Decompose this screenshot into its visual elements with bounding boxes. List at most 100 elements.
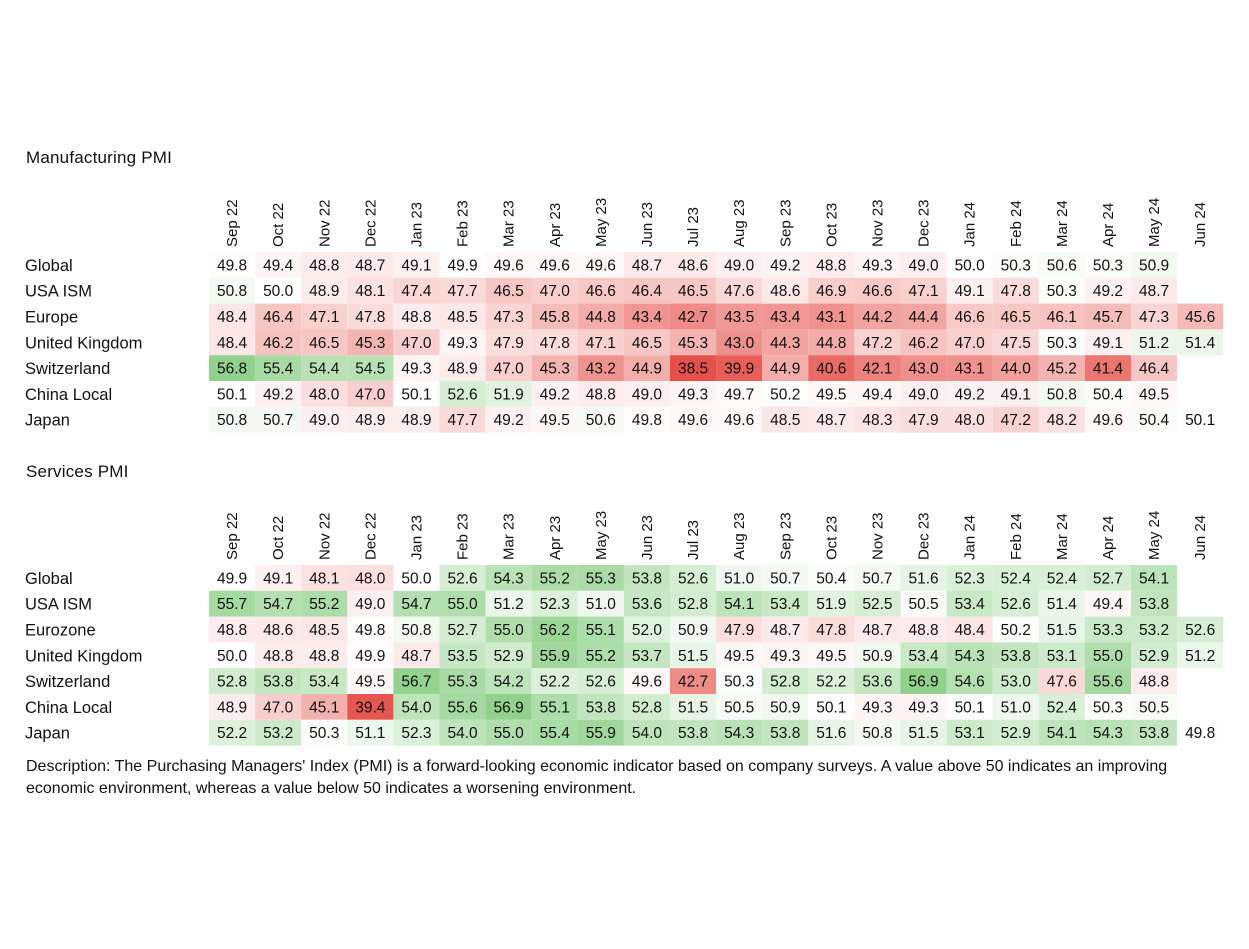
heatmap-cell <box>301 252 348 278</box>
column-label: Jan 23 <box>408 202 425 247</box>
heatmap-cell <box>209 590 256 617</box>
cell-value: 49.5 <box>355 674 385 691</box>
cell-value: 53.4 <box>770 596 801 613</box>
heatmap-cell <box>531 565 578 591</box>
cell-value: 54.3 <box>494 570 524 587</box>
cell-value: 52.9 <box>494 648 524 665</box>
heatmap-cell <box>209 719 256 746</box>
cell-value: 48.7 <box>632 257 662 274</box>
heatmap-cell <box>808 590 855 617</box>
heatmap-cell <box>900 406 947 433</box>
column-label: Apr 23 <box>547 516 564 560</box>
cell-value: 45.6 <box>1185 309 1215 326</box>
cell-value: 47.1 <box>908 283 938 300</box>
heatmap-cell <box>439 381 486 407</box>
cell-value: 51.5 <box>678 648 708 665</box>
cell-value: 48.8 <box>586 386 616 403</box>
cell-value: 55.6 <box>447 699 477 716</box>
heatmap-cell <box>531 668 578 694</box>
heatmap-cell <box>301 277 348 304</box>
cell-value: 44.4 <box>908 309 939 326</box>
cell-value: 54.5 <box>355 361 385 378</box>
column-label: Jul 23 <box>685 207 702 247</box>
heatmap-cell <box>301 406 348 433</box>
cell-value: 48.7 <box>770 622 800 639</box>
cell-value: 53.4 <box>309 674 340 691</box>
heatmap-cell <box>623 565 670 591</box>
heatmap-cell <box>900 381 947 407</box>
row-label: Switzerland <box>25 360 110 378</box>
heatmap-cell <box>1177 406 1224 433</box>
heatmap-cell <box>854 329 901 356</box>
heatmap-cell <box>946 329 993 356</box>
cell-value: 49.5 <box>1139 386 1169 403</box>
cell-value: 48.8 <box>217 622 247 639</box>
heatmap-cell <box>1038 355 1085 381</box>
row-label: Global <box>25 257 73 275</box>
column-label: May 24 <box>1146 198 1163 247</box>
cell-value: 43.4 <box>632 309 663 326</box>
heatmap-cell <box>1038 277 1085 304</box>
heatmap-cell <box>301 642 348 669</box>
heatmap-cell <box>762 668 809 694</box>
heatmap-cell <box>1084 642 1131 669</box>
column-label: Apr 23 <box>547 203 564 247</box>
heatmap-cell <box>485 565 532 591</box>
heatmap-cell <box>531 719 578 746</box>
cell-value: 52.3 <box>401 725 431 742</box>
cell-value: 52.6 <box>586 674 616 691</box>
column-label: Jun 24 <box>1192 515 1209 560</box>
cell-value: 39.9 <box>724 361 754 378</box>
column-label: Sep 23 <box>777 199 794 247</box>
cell-value: 47.8 <box>355 309 385 326</box>
cell-value: 49.6 <box>494 257 524 274</box>
heatmap-cell <box>1084 303 1131 330</box>
heatmap-cell <box>301 565 348 591</box>
cell-value: 44.0 <box>1001 361 1032 378</box>
row-label: Global <box>25 570 73 588</box>
cell-value: 49.2 <box>263 386 293 403</box>
cell-value: 48.0 <box>355 570 386 587</box>
heatmap-cell <box>577 565 624 591</box>
heatmap-cell <box>393 252 440 278</box>
heatmap-cell <box>808 406 855 433</box>
heatmap-cell <box>577 590 624 617</box>
cell-value: 44.9 <box>770 361 800 378</box>
heatmap-cell <box>1131 303 1178 330</box>
cell-value: 51.6 <box>908 570 938 587</box>
heatmap-cell <box>946 252 993 278</box>
heatmap-cell <box>1131 277 1178 304</box>
cell-value: 49.8 <box>217 257 247 274</box>
cell-value: 50.3 <box>1047 335 1077 352</box>
heatmap-cell <box>347 565 394 591</box>
heatmap-cell <box>946 303 993 330</box>
heatmap-cell <box>992 668 1039 694</box>
cell-value: 49.1 <box>401 257 431 274</box>
cell-value: 48.0 <box>955 412 986 429</box>
heatmap-cell <box>347 381 394 407</box>
heatmap-cell <box>992 616 1039 643</box>
heatmap-cell <box>577 668 624 694</box>
cell-value: 52.4 <box>1047 570 1078 587</box>
heatmap-cell <box>531 277 578 304</box>
heatmap-cell <box>992 355 1039 381</box>
heatmap-cell <box>577 381 624 407</box>
heatmap-cell <box>577 252 624 278</box>
column-label: Mar 24 <box>1054 513 1071 560</box>
column-label: Feb 24 <box>1008 513 1025 560</box>
heatmap-cell <box>485 303 532 330</box>
column-label: Mar 23 <box>501 200 518 247</box>
cell-value: 50.3 <box>1093 699 1123 716</box>
heatmap-cell <box>716 668 763 694</box>
heatmap-cell <box>1038 406 1085 433</box>
cell-value: 53.1 <box>955 725 985 742</box>
cell-value: 49.3 <box>770 648 800 665</box>
cell-value: 56.2 <box>540 622 570 639</box>
heatmap-cell <box>255 590 302 617</box>
cell-value: 44.9 <box>632 361 662 378</box>
heatmap-cell <box>209 355 256 381</box>
heatmap-cell <box>854 277 901 304</box>
cell-value: 50.8 <box>217 412 247 429</box>
cell-value: 48.8 <box>908 622 938 639</box>
cell-value: 47.0 <box>494 361 525 378</box>
